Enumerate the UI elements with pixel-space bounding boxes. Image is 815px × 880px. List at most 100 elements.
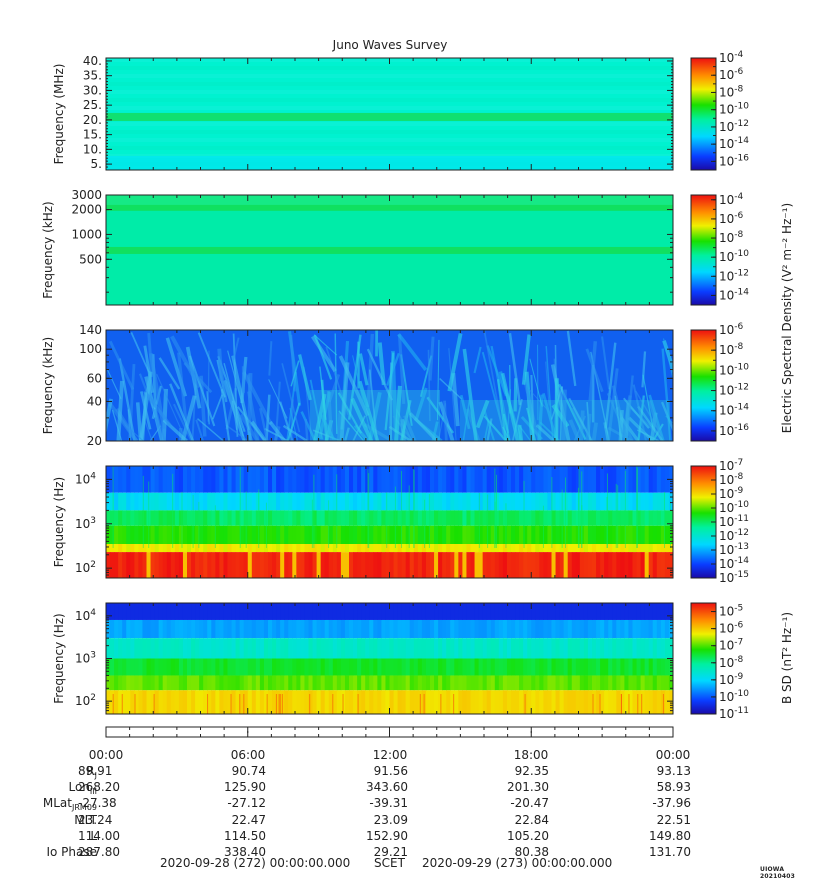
spectrogram-cell [272,466,277,493]
spectrogram-cell [235,619,241,639]
spectrogram-cell [239,675,245,691]
spectrogram-cell [596,638,601,659]
spectrogram-cell [162,638,168,659]
spectrogram-cell [268,510,273,526]
spectrogram-cell [207,690,212,714]
spectrogram-cell [502,658,508,676]
panel-hfr-mhz: 40.35.30.25.20.15.10.5.Frequency (MHz)10… [52,50,749,171]
spectrogram-cell [150,466,156,493]
spectrogram-cell [328,619,334,639]
ephemeris-value: 268.20 [78,780,120,795]
spectrogram-cell [340,552,346,578]
colorbar-tick-base: 10 [719,424,734,438]
colorbar-tick-exponent: -13 [734,542,749,552]
spectrogram-cell [369,638,374,659]
spectrogram-cell [409,492,415,511]
spectrogram-cell [174,492,180,511]
spectrogram-cell [660,543,666,553]
spectrogram-cell [425,466,431,493]
spectrogram-cell [231,658,237,676]
spectrogram-cell [381,525,387,544]
spectrogram-cell [454,510,459,526]
spectrogram-cell [539,658,544,676]
spectrogram-cell [308,510,314,526]
spectrogram-cell [608,638,613,659]
colorbar-tick-exponent: -9 [734,672,743,682]
spectrogram-cell [312,552,318,578]
spectrogram-cell [600,658,605,676]
spectrogram-cell [454,543,459,553]
spectrogram-cell [336,619,342,639]
spectrogram-cell [482,552,488,578]
spectrogram-cell [251,658,257,676]
spectrogram-cell [385,675,391,691]
spectrogram-streak [483,330,505,437]
spectrogram-cell [357,552,362,578]
spectrogram-cell [648,492,654,511]
ephemeris-value: -27.38 [78,796,117,811]
spectrogram-cell [567,675,573,691]
spectrogram-cell [154,690,160,714]
spectrogram-cell [150,619,156,639]
spectrogram-cell [616,675,621,691]
spectrogram-cell [243,658,249,676]
spectrogram-cell [604,552,609,578]
spectrogram-cell [527,466,532,493]
spectrogram-cell [219,603,225,620]
spectrogram-cell [668,552,673,578]
spectrogram-cell [656,492,662,511]
spectrogram-streak [173,403,193,441]
colorbar-tick-exponent: -8 [734,84,743,94]
spectrogram-streak [339,362,350,441]
spectrogram-cell [114,543,119,553]
ephemeris-label-subscript: J [94,771,97,780]
spectrogram-cell [425,619,431,639]
spectrogram-cell [312,619,318,639]
spectrogram-cell [215,603,220,620]
spectrogram-cell [130,466,135,493]
spectrogram-cell [158,619,164,639]
spectrogram-cell [612,690,617,714]
spectrogram-cell [592,525,597,544]
spectrogram-cell [199,603,204,620]
spectrogram-cell [215,543,220,553]
spectrogram-cell [369,658,374,676]
spectrogram-cell [498,603,504,620]
y-tick-label: 60 [87,371,102,385]
spectrogram-cell [259,675,265,691]
spectrogram-cell [664,690,670,714]
spectrogram-cell [215,552,220,578]
y-tick-exponent: 3 [90,651,96,661]
spectrogram-cell [652,638,658,659]
spectrogram-cell [401,619,407,639]
spectrogram-cell [515,510,520,526]
spectrogram-cell [430,690,435,714]
spectrogram-cell [296,658,301,676]
spectrogram-cell [239,466,245,493]
spectrogram-cell [219,690,225,714]
spectrogram-cell [259,690,265,714]
spectrogram-cell [114,466,119,493]
spectrogram-cell [377,525,382,544]
spectrogram-cell [166,603,172,620]
spectrogram-image [106,58,673,170]
colorbar [690,57,717,171]
spectrogram-cell [515,492,520,511]
spectrogram-streak [394,385,402,441]
spectrogram-cell [393,466,399,493]
spectrogram-cell [251,690,257,714]
spectrogram-cell [579,675,585,691]
spectrogram-cell [178,466,184,493]
spectrogram-cell [413,638,419,659]
spectrogram-cell [142,619,148,639]
spectrogram-cell [462,466,468,493]
spectrogram-cell [247,525,253,544]
spectrogram-cell [523,658,528,676]
spectrogram-cell [543,619,549,639]
colorbar-tick-base: 10 [719,487,734,501]
spectrogram-cell [401,675,407,691]
spectrogram-cell [636,510,642,526]
spectrogram-cell [199,466,204,493]
spectrogram-cell [539,492,544,511]
colorbar-tick-label: 10-14 [719,556,749,571]
